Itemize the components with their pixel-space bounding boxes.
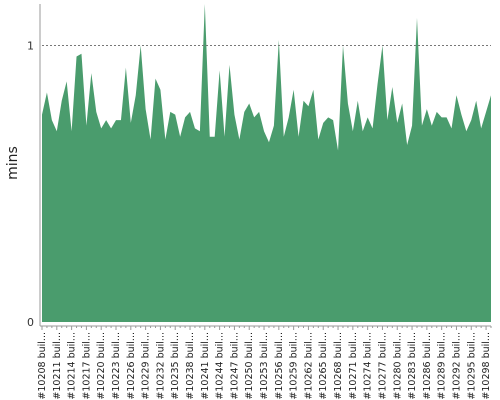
x-tick-label: #10274 buil...	[363, 332, 374, 400]
x-tick-label: #10256 buil...	[274, 332, 285, 400]
x-tick-label: #10259 buil...	[289, 332, 300, 400]
x-tick-label: #10232 buil...	[155, 332, 166, 400]
x-tick-label: #10286 buil...	[422, 332, 433, 400]
y-tick-label: 1	[27, 39, 34, 52]
x-tick-label: #10214 buil...	[67, 332, 78, 400]
x-tick-label: #10208 buil...	[37, 332, 48, 400]
x-tick-label: #10211 buil...	[52, 332, 63, 400]
x-tick-label: #10250 buil...	[244, 332, 255, 400]
x-tick-label: #10220 buil...	[96, 332, 107, 400]
x-tick-label: #10277 buil...	[377, 332, 388, 400]
x-tick-label: #10298 buil...	[481, 332, 492, 400]
y-tick-layer: 01	[27, 39, 34, 329]
x-tick-label: #10247 buil...	[229, 332, 240, 400]
area-layer	[42, 4, 491, 322]
x-tick-label: #10217 buil...	[81, 332, 92, 400]
x-tick-label: #10241 buil...	[200, 332, 211, 400]
y-tick-label: 0	[27, 316, 34, 329]
x-tick-label: #10283 buil...	[407, 332, 418, 400]
x-tick-label: #10235 buil...	[170, 332, 181, 400]
x-tick-label: #10289 buil...	[437, 332, 448, 400]
x-tick-label: #10265 buil...	[318, 332, 329, 400]
x-tick-label: #10268 buil...	[333, 332, 344, 400]
x-tick-label: #10271 buil...	[348, 332, 359, 400]
series-area	[42, 4, 491, 322]
x-tick-label: #10295 buil...	[466, 332, 477, 400]
y-axis-label: mins	[5, 146, 21, 180]
x-tick-label: #10223 buil...	[111, 332, 122, 400]
x-tick-label: #10244 buil...	[215, 332, 226, 400]
x-tick-label: #10280 buil...	[392, 332, 403, 400]
x-tick-label: #10238 buil...	[185, 332, 196, 400]
x-tick-layer: #10208 buil... #10211 buil... #10214 buil.…	[37, 326, 492, 400]
x-tick-label: #10292 buil...	[451, 332, 462, 400]
x-tick-label: #10262 buil...	[303, 332, 314, 400]
x-tick-label: #10226 buil...	[126, 332, 137, 400]
x-tick-label: #10253 buil...	[259, 332, 270, 400]
axis-layer	[39, 4, 491, 327]
x-tick-label: #10229 buil...	[141, 332, 152, 400]
